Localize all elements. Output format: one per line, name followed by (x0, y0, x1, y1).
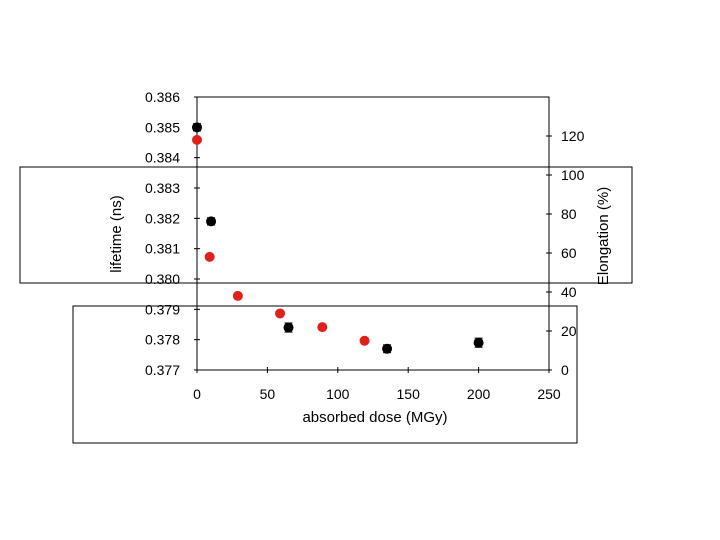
y-left-tick-label: 0.381 (145, 241, 180, 257)
lifetime-point (382, 343, 393, 354)
overlay-frame-upper (19, 166, 633, 284)
x-tick-label: 50 (260, 386, 276, 402)
elongation-point (359, 335, 370, 346)
x-tick-label: 200 (467, 386, 491, 402)
elongation-point (204, 251, 215, 262)
y-right-tick-label: 60 (561, 245, 577, 261)
y-right-tick-label: 120 (561, 128, 585, 144)
y-left-tick-label: 0.382 (145, 210, 180, 226)
lifetime-point (206, 216, 217, 227)
elongation-point (192, 134, 202, 145)
elongation-point (232, 290, 243, 301)
y-left-tick-label: 0.380 (145, 271, 180, 287)
left-axis-ticks: 0.377 0.378 0.379 0.380 0.381 0.382 0.383 0.384… (145, 89, 200, 378)
y-right-axis-title: Elongation (%) (595, 187, 612, 285)
right-axis-ticks: 0 20 40 60 80 100 120 (546, 128, 585, 378)
y-left-tick-label: 0.383 (145, 180, 180, 196)
y-left-tick-label: 0.379 (145, 301, 180, 317)
y-right-tick-label: 20 (561, 323, 577, 339)
elongation-point (317, 322, 328, 333)
x-tick-label: 100 (326, 386, 350, 402)
x-axis-title: absorbed dose (MGy) (302, 409, 447, 426)
y-left-tick-label: 0.385 (145, 119, 180, 135)
y-right-tick-label: 40 (561, 284, 577, 300)
x-tick-label: 250 (537, 386, 561, 402)
y-left-tick-label: 0.386 (145, 89, 180, 105)
x-tick-label: 0 (193, 386, 201, 402)
series-marks (192, 122, 484, 354)
y-left-tick-label: 0.377 (145, 362, 180, 378)
lifetime-point (473, 337, 484, 348)
x-tick-label: 150 (397, 386, 421, 402)
plot-frame (196, 96, 550, 371)
x-axis-ticks: 0 50 100 150 200 250 (193, 367, 561, 402)
y-right-tick-label: 100 (561, 167, 585, 183)
lifetime-point (192, 122, 202, 133)
y-left-tick-label: 0.384 (145, 150, 180, 166)
lifetime-point (283, 322, 294, 333)
overlay-frame-lower (72, 305, 578, 444)
y-left-tick-label: 0.378 (145, 332, 180, 348)
elongation-point (275, 308, 286, 319)
y-right-tick-label: 0 (561, 362, 569, 378)
y-right-tick-label: 80 (561, 206, 577, 222)
y-left-axis-title: lifetime (ns) (108, 195, 125, 273)
